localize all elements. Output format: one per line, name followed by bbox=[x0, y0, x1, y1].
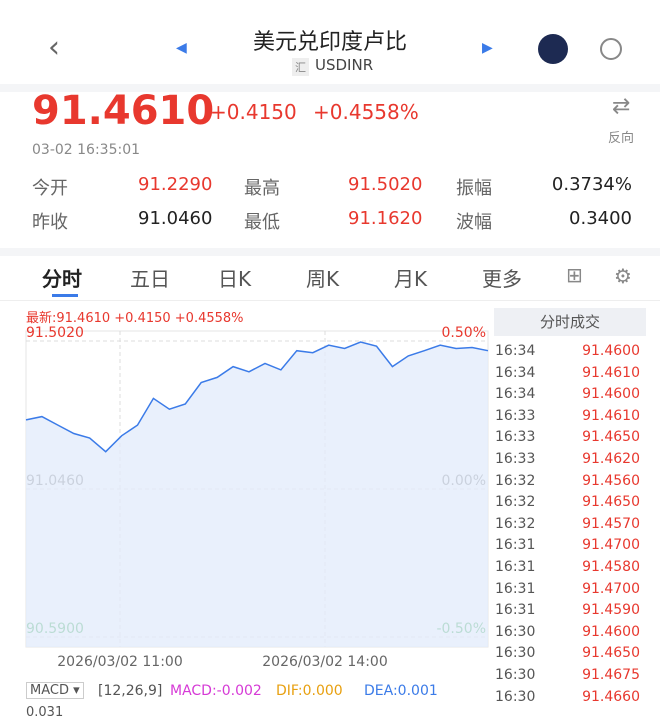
trade-price: 91.4570 bbox=[582, 515, 640, 532]
percent: +0.4558% bbox=[313, 100, 419, 124]
trade-price: 91.4590 bbox=[582, 602, 640, 619]
diff-value: DIF:0.000 bbox=[276, 683, 343, 699]
trade-time: 16:33 bbox=[495, 451, 536, 467]
trade-time: 16:31 bbox=[495, 537, 536, 554]
trades-title: 分时成交 bbox=[494, 308, 646, 336]
trade-price: 91.4600 bbox=[582, 386, 640, 403]
macd-name: MACD bbox=[30, 683, 69, 698]
trade-time: 16:33 bbox=[495, 429, 536, 446]
trade-price: 91.4650 bbox=[582, 429, 640, 446]
trade-time: 16:32 bbox=[495, 472, 536, 489]
ai-icon[interactable] bbox=[538, 34, 568, 64]
trade-time: 16:33 bbox=[495, 407, 536, 424]
dea-value: DEA:0.001 bbox=[364, 683, 438, 699]
symbol: USDINR bbox=[315, 56, 374, 74]
layout-icon[interactable]: ⊞ bbox=[566, 263, 583, 287]
trade-price: 91.4620 bbox=[582, 451, 640, 467]
time: 03-02 16:35:01 bbox=[32, 142, 141, 158]
divider bbox=[0, 84, 660, 92]
stat-label: 振幅 bbox=[456, 178, 492, 199]
stat-value: 91.2290 bbox=[138, 174, 213, 195]
stat-value: 0.3400 bbox=[569, 208, 632, 229]
x-tick-label: 2026/03/02 11:00 bbox=[57, 654, 183, 670]
next-button[interactable]: ▶ bbox=[482, 40, 493, 56]
stat-label: 昨收 bbox=[32, 212, 68, 233]
area bbox=[26, 342, 488, 647]
divider bbox=[0, 248, 660, 256]
x-tick-label: 2026/03/02 14:00 bbox=[262, 654, 388, 670]
price-line bbox=[25, 341, 489, 453]
tab-underline bbox=[52, 294, 78, 297]
search-icon[interactable] bbox=[600, 38, 622, 60]
trade-price: 91.4610 bbox=[582, 407, 640, 424]
trade-price: 91.4650 bbox=[582, 494, 640, 511]
tab[interactable]: 更多 bbox=[482, 267, 522, 291]
macd-params: [12,26,9] bbox=[98, 683, 163, 699]
settings-icon[interactable]: ⚙ bbox=[614, 264, 632, 288]
trade-price: 91.4675 bbox=[582, 667, 640, 683]
title: 美元兑印度卢比 bbox=[252, 30, 407, 55]
trade-time: 16:31 bbox=[495, 602, 536, 619]
trade-time: 16:30 bbox=[495, 623, 536, 640]
stat-value: 91.1620 bbox=[348, 208, 423, 229]
trade-time: 16:34 bbox=[495, 343, 536, 359]
tab[interactable]: 分时 bbox=[42, 267, 82, 291]
y2-tick-label: 0.50% bbox=[442, 325, 486, 341]
swap-label[interactable]: 反向 bbox=[608, 131, 635, 146]
trade-time: 16:31 bbox=[495, 580, 536, 597]
swap-icon[interactable]: ⇄ bbox=[612, 94, 631, 119]
trade-time: 16:31 bbox=[495, 559, 536, 575]
trade-time: 16:32 bbox=[495, 515, 536, 532]
back-button[interactable]: ‹ bbox=[48, 30, 60, 65]
trade-time: 16:32 bbox=[495, 494, 536, 511]
divider bbox=[0, 300, 660, 301]
trade-time: 16:30 bbox=[495, 645, 536, 662]
trade-price: 91.4600 bbox=[582, 623, 640, 640]
y-tick-label: 91.5020 bbox=[26, 325, 84, 341]
macd-value: MACD:-0.002 bbox=[170, 683, 262, 699]
trade-time: 16:30 bbox=[495, 667, 536, 683]
trade-price: 91.4660 bbox=[582, 688, 640, 705]
stat-value: 0.3734% bbox=[551, 174, 632, 195]
tab[interactable]: 月K bbox=[394, 267, 428, 291]
trade-price: 91.4700 bbox=[582, 537, 640, 554]
macd-axis: 0.031 bbox=[26, 705, 64, 720]
trade-price: 91.4600 bbox=[582, 343, 640, 359]
prev-button[interactable]: ◀ bbox=[176, 40, 187, 56]
stat-value: 91.0460 bbox=[138, 208, 213, 229]
trade-time: 16:34 bbox=[495, 364, 536, 381]
chart-legend: 最新:91.4610 +0.4150 +0.4558% bbox=[26, 310, 244, 326]
price: 91.4610 bbox=[32, 88, 215, 134]
intraday-chart: 最新:91.4610 +0.4150 +0.4558%90.590091.046… bbox=[25, 310, 489, 670]
tab[interactable]: 周K bbox=[306, 267, 340, 291]
stat-label: 最低 bbox=[244, 212, 280, 233]
macd-select[interactable]: MACD ▾ bbox=[26, 682, 84, 699]
trade-price: 91.4650 bbox=[582, 645, 640, 662]
stat-label: 波幅 bbox=[456, 212, 492, 233]
trade-time: 16:34 bbox=[495, 386, 536, 403]
trade-price: 91.4610 bbox=[582, 364, 640, 381]
stat-label: 最高 bbox=[244, 178, 280, 199]
tab[interactable]: 日K bbox=[218, 267, 252, 291]
tab[interactable]: 五日 bbox=[130, 267, 170, 291]
trade-price: 91.4700 bbox=[582, 580, 640, 597]
trade-time: 16:30 bbox=[495, 688, 536, 705]
trade-price: 91.4580 bbox=[582, 559, 640, 575]
trade-price: 91.4560 bbox=[582, 472, 640, 489]
change: +0.4150 bbox=[210, 100, 297, 124]
stat-label: 今开 bbox=[32, 178, 68, 199]
badge: 汇 bbox=[292, 58, 309, 76]
stat-value: 91.5020 bbox=[348, 174, 423, 195]
